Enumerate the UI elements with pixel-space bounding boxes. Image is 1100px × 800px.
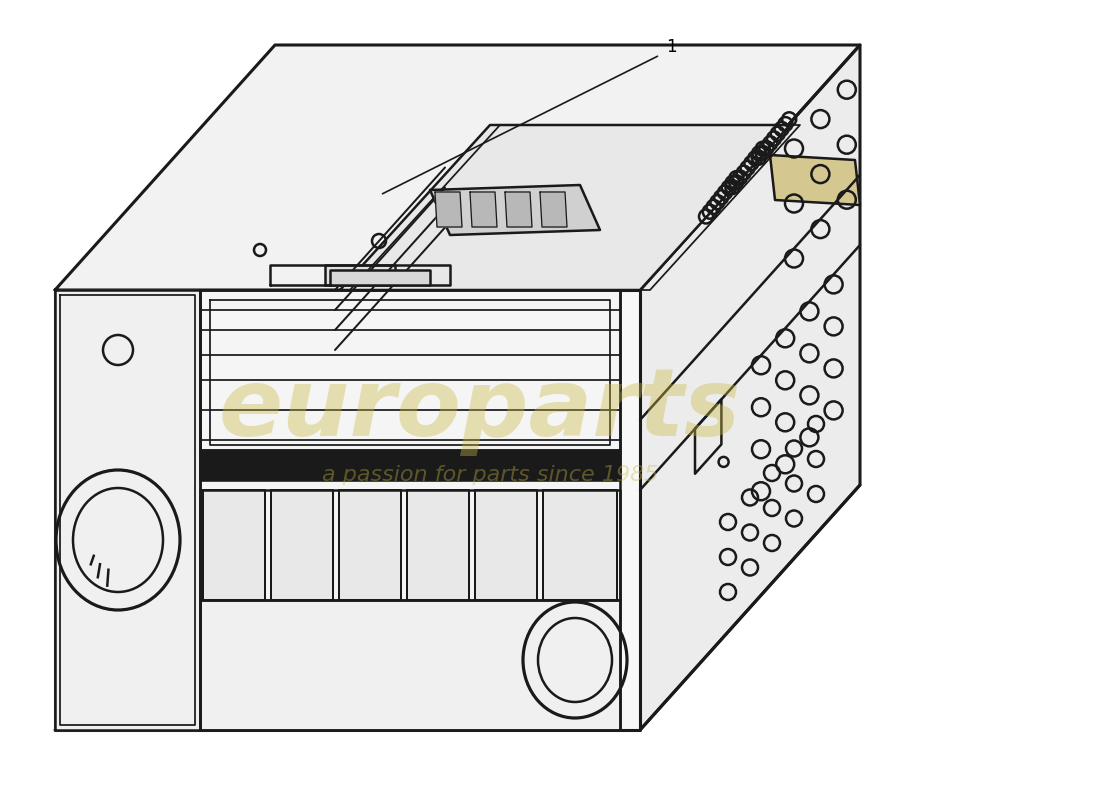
Polygon shape — [540, 192, 566, 227]
Polygon shape — [505, 192, 532, 227]
Polygon shape — [55, 290, 200, 730]
Polygon shape — [340, 125, 790, 290]
Polygon shape — [324, 265, 395, 285]
Text: a passion for parts since 1985: a passion for parts since 1985 — [322, 465, 658, 485]
Text: 1: 1 — [666, 38, 676, 56]
Polygon shape — [200, 290, 620, 730]
Text: europarts: europarts — [219, 364, 741, 456]
Polygon shape — [475, 490, 537, 600]
Polygon shape — [200, 600, 620, 730]
Polygon shape — [430, 185, 600, 235]
Polygon shape — [55, 290, 640, 730]
Polygon shape — [543, 490, 617, 600]
Polygon shape — [470, 192, 497, 227]
Polygon shape — [434, 192, 462, 227]
Polygon shape — [770, 155, 860, 205]
Polygon shape — [339, 490, 402, 600]
Polygon shape — [200, 450, 620, 480]
Polygon shape — [330, 270, 430, 285]
Polygon shape — [271, 490, 333, 600]
Polygon shape — [640, 45, 860, 730]
Polygon shape — [55, 45, 860, 290]
Polygon shape — [204, 490, 265, 600]
Polygon shape — [407, 490, 469, 600]
